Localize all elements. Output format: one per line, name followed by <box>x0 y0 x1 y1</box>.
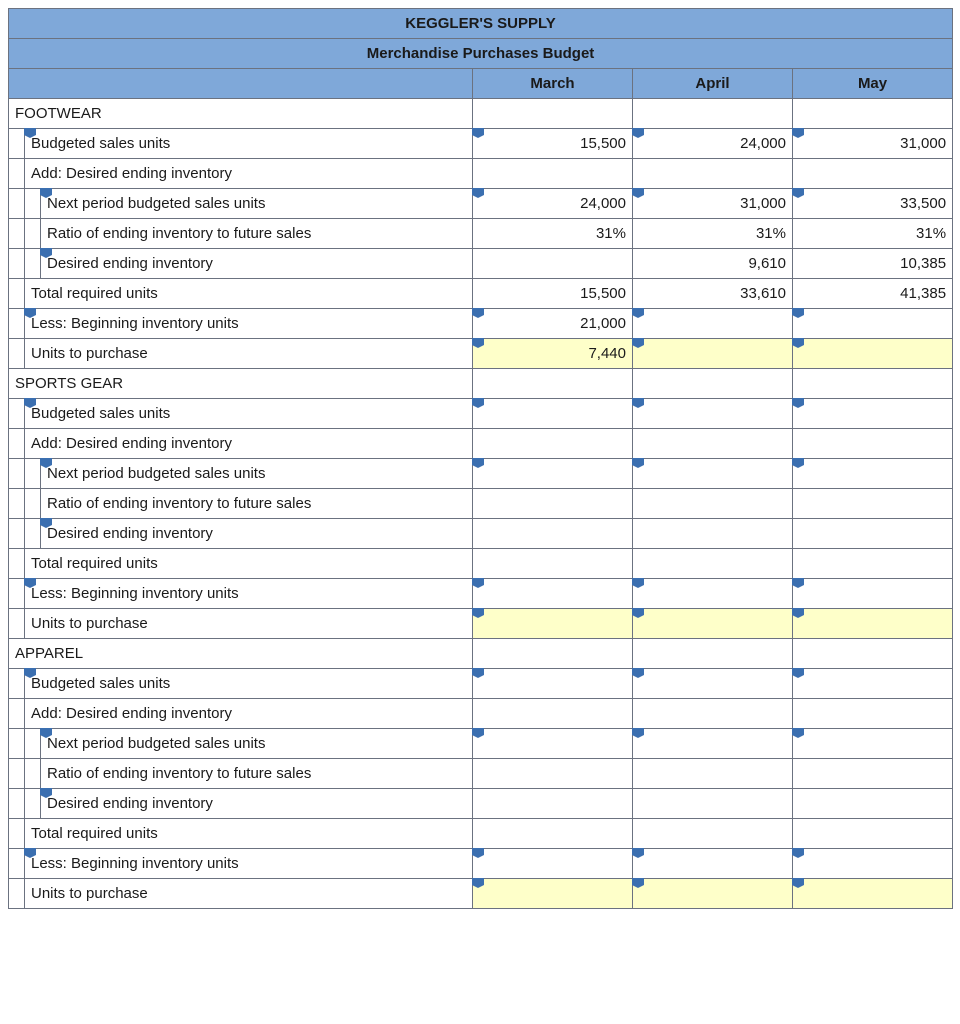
sportsgear-next-m1[interactable] <box>473 459 633 489</box>
row-label: Ratio of ending inventory to future sale… <box>41 489 473 519</box>
apparel-budgeted-m2[interactable] <box>633 669 793 699</box>
row-label[interactable]: Next period budgeted sales units <box>41 189 473 219</box>
sportsgear-purchase-m2[interactable] <box>633 609 793 639</box>
table-subtitle: Merchandise Purchases Budget <box>9 39 953 69</box>
row-label: Add: Desired ending inventory <box>25 699 473 729</box>
row-label: Total required units <box>25 549 473 579</box>
apparel-next-m3[interactable] <box>793 729 953 759</box>
footwear-ratio-m1[interactable]: 31% <box>473 219 633 249</box>
footwear-purchase-m1[interactable]: 7,440 <box>473 339 633 369</box>
row-label[interactable]: Desired ending inventory <box>41 249 473 279</box>
apparel-purchase-m3[interactable] <box>793 879 953 909</box>
apparel-next-m2[interactable] <box>633 729 793 759</box>
sportsgear-begin-m3[interactable] <box>793 579 953 609</box>
row-label[interactable]: Less: Beginning inventory units <box>25 579 473 609</box>
row-label: Ratio of ending inventory to future sale… <box>41 759 473 789</box>
apparel-desend-m1[interactable] <box>473 789 633 819</box>
footwear-next-m1[interactable]: 24,000 <box>473 189 633 219</box>
row-label: Total required units <box>25 819 473 849</box>
apparel-desend-m2[interactable] <box>633 789 793 819</box>
sportsgear-next-m2[interactable] <box>633 459 793 489</box>
sportsgear-desend-m2[interactable] <box>633 519 793 549</box>
footwear-desend-m2[interactable]: 9,610 <box>633 249 793 279</box>
footwear-ratio-m3[interactable]: 31% <box>793 219 953 249</box>
footwear-total-m1[interactable]: 15,500 <box>473 279 633 309</box>
apparel-begin-m1[interactable] <box>473 849 633 879</box>
apparel-ratio-m2[interactable] <box>633 759 793 789</box>
footwear-budgeted-m3[interactable]: 31,000 <box>793 129 953 159</box>
apparel-purchase-m2[interactable] <box>633 879 793 909</box>
sportsgear-budgeted-m2[interactable] <box>633 399 793 429</box>
table-title: KEGGLER'S SUPPLY <box>9 9 953 39</box>
col-april: April <box>633 69 793 99</box>
sportsgear-total-m1[interactable] <box>473 549 633 579</box>
row-label: Total required units <box>25 279 473 309</box>
apparel-total-m1[interactable] <box>473 819 633 849</box>
footwear-next-m2[interactable]: 31,000 <box>633 189 793 219</box>
footwear-begin-m3[interactable] <box>793 309 953 339</box>
row-label[interactable]: Desired ending inventory <box>41 519 473 549</box>
footwear-desend-m3[interactable]: 10,385 <box>793 249 953 279</box>
sportsgear-purchase-m3[interactable] <box>793 609 953 639</box>
row-label: Units to purchase <box>25 879 473 909</box>
sportsgear-budgeted-m1[interactable] <box>473 399 633 429</box>
apparel-budgeted-m3[interactable] <box>793 669 953 699</box>
col-march: March <box>473 69 633 99</box>
footwear-total-m2[interactable]: 33,610 <box>633 279 793 309</box>
row-label: Add: Desired ending inventory <box>25 429 473 459</box>
row-label[interactable]: Budgeted sales units <box>25 669 473 699</box>
row-label[interactable]: Budgeted sales units <box>25 399 473 429</box>
footwear-total-m3[interactable]: 41,385 <box>793 279 953 309</box>
footwear-begin-m1[interactable]: 21,000 <box>473 309 633 339</box>
sportsgear-purchase-m1[interactable] <box>473 609 633 639</box>
sportsgear-total-m3[interactable] <box>793 549 953 579</box>
sportsgear-begin-m1[interactable] <box>473 579 633 609</box>
apparel-desend-m3[interactable] <box>793 789 953 819</box>
row-label[interactable]: Less: Beginning inventory units <box>25 849 473 879</box>
apparel-budgeted-m1[interactable] <box>473 669 633 699</box>
blank-header <box>9 69 473 99</box>
sportsgear-budgeted-m3[interactable] <box>793 399 953 429</box>
sportsgear-total-m2[interactable] <box>633 549 793 579</box>
row-label: Ratio of ending inventory to future sale… <box>41 219 473 249</box>
row-label: Units to purchase <box>25 339 473 369</box>
apparel-ratio-m3[interactable] <box>793 759 953 789</box>
row-label: Add: Desired ending inventory <box>25 159 473 189</box>
row-label[interactable]: Next period budgeted sales units <box>41 459 473 489</box>
section-footwear: FOOTWEAR <box>9 99 473 129</box>
apparel-purchase-m1[interactable] <box>473 879 633 909</box>
footwear-desend-m1[interactable] <box>473 249 633 279</box>
section-sportsgear: SPORTS GEAR <box>9 369 473 399</box>
footwear-budgeted-m1[interactable]: 15,500 <box>473 129 633 159</box>
row-label[interactable]: Budgeted sales units <box>25 129 473 159</box>
footwear-ratio-m2[interactable]: 31% <box>633 219 793 249</box>
footwear-next-m3[interactable]: 33,500 <box>793 189 953 219</box>
sportsgear-ratio-m3[interactable] <box>793 489 953 519</box>
row-label[interactable]: Desired ending inventory <box>41 789 473 819</box>
footwear-purchase-m3[interactable] <box>793 339 953 369</box>
sportsgear-ratio-m1[interactable] <box>473 489 633 519</box>
purchases-budget-table: KEGGLER'S SUPPLY Merchandise Purchases B… <box>8 8 953 909</box>
apparel-total-m3[interactable] <box>793 819 953 849</box>
row-label[interactable]: Less: Beginning inventory units <box>25 309 473 339</box>
col-may: May <box>793 69 953 99</box>
apparel-ratio-m1[interactable] <box>473 759 633 789</box>
sportsgear-desend-m1[interactable] <box>473 519 633 549</box>
apparel-next-m1[interactable] <box>473 729 633 759</box>
row-label[interactable]: Next period budgeted sales units <box>41 729 473 759</box>
section-apparel: APPAREL <box>9 639 473 669</box>
sportsgear-next-m3[interactable] <box>793 459 953 489</box>
sportsgear-ratio-m2[interactable] <box>633 489 793 519</box>
sportsgear-begin-m2[interactable] <box>633 579 793 609</box>
footwear-budgeted-m2[interactable]: 24,000 <box>633 129 793 159</box>
footwear-begin-m2[interactable] <box>633 309 793 339</box>
sportsgear-desend-m3[interactable] <box>793 519 953 549</box>
apparel-begin-m2[interactable] <box>633 849 793 879</box>
row-label: Units to purchase <box>25 609 473 639</box>
apparel-begin-m3[interactable] <box>793 849 953 879</box>
apparel-total-m2[interactable] <box>633 819 793 849</box>
footwear-purchase-m2[interactable] <box>633 339 793 369</box>
